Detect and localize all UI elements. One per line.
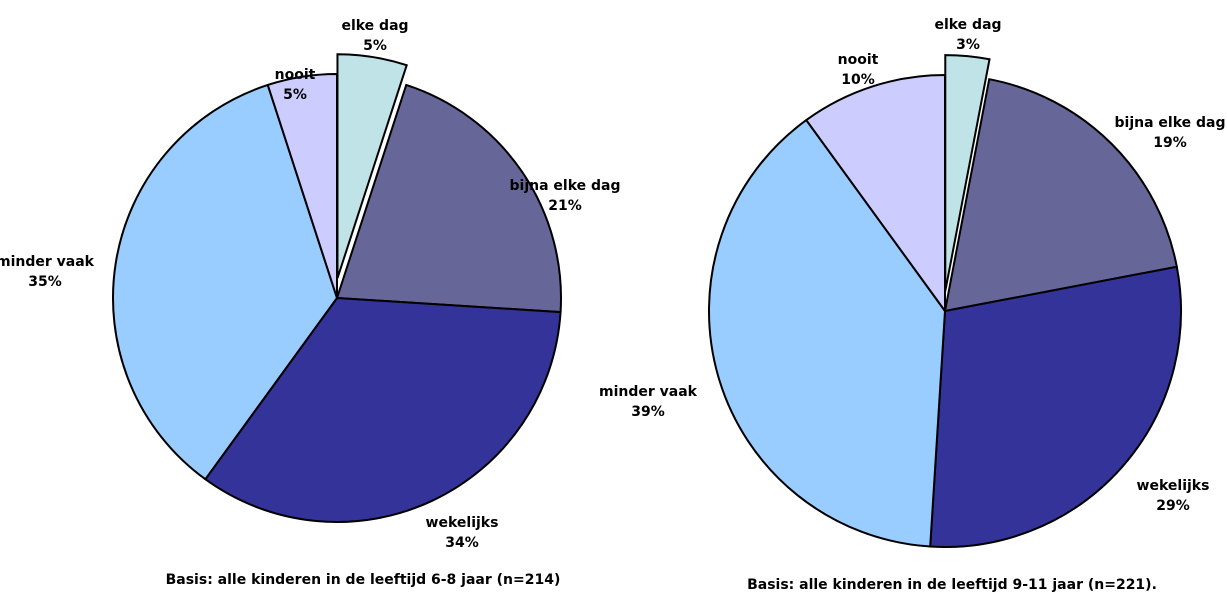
- pie-slice-minder-vaak: [708, 118, 947, 548]
- pie-slice-minder-vaak: [112, 83, 339, 481]
- slice-label-minder-vaak: minder vaak: [0, 254, 95, 270]
- pie-chart-6-8: elke dag 5% bijna elke dag 21% wekelijks 34% m…: [0, 18, 621, 551]
- slice-value-elke-dag: 3%: [956, 37, 980, 53]
- slice-value-wekelijks: 29%: [1156, 498, 1190, 514]
- slice-label-bijna-elke-dag: bijna elke dag: [1115, 115, 1226, 131]
- slice-value-wekelijks: 34%: [445, 535, 479, 551]
- caption-6-8: Basis: alle kinderen in de leeftijd 6-8 …: [166, 572, 561, 588]
- pie-slice-wekelijks: [203, 296, 562, 523]
- slice-label-wekelijks: wekelijks: [426, 515, 499, 531]
- slice-label-minder-vaak: minder vaak: [599, 384, 698, 400]
- slice-value-minder-vaak: 35%: [28, 274, 62, 290]
- slice-label-wekelijks: wekelijks: [1137, 478, 1210, 494]
- pie-slice-nooit: [266, 72, 338, 299]
- slice-label-nooit: nooit: [838, 52, 879, 68]
- caption-9-11: Basis: alle kinderen in de leeftijd 9-11…: [747, 577, 1157, 592]
- pie-slice-elke-dag: [944, 54, 991, 292]
- slice-value-minder-vaak: 39%: [631, 404, 665, 420]
- slice-value-bijna-elke-dag: 21%: [548, 198, 582, 214]
- slice-value-nooit: 10%: [841, 72, 875, 88]
- slice-value-bijna-elke-dag: 19%: [1153, 135, 1187, 151]
- pie-slice-bijna-elke-dag: [943, 78, 1178, 313]
- slice-value-nooit: 5%: [283, 87, 307, 103]
- pie-slice-wekelijks: [929, 265, 1182, 548]
- slice-label-elke-dag: elke dag: [934, 17, 1001, 33]
- pie-slice-nooit: [804, 73, 946, 315]
- pie-slice-elke-dag: [336, 53, 408, 279]
- slice-value-elke-dag: 5%: [363, 38, 387, 54]
- pie-slice-bijna-elke-dag: [335, 83, 562, 314]
- pie-chart-9-11: elke dag 3% bijna elke dag 19% wekelijks 29% m…: [599, 17, 1226, 548]
- slice-label-nooit: nooit: [275, 67, 316, 83]
- slice-label-bijna-elke-dag: bijna elke dag: [510, 178, 621, 194]
- slice-label-elke-dag: elke dag: [341, 18, 408, 34]
